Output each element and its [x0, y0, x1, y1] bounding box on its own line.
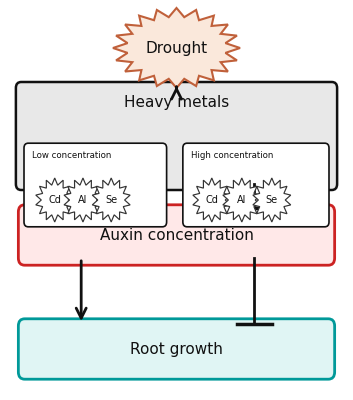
Text: Heavy metals: Heavy metals	[124, 94, 229, 110]
Text: Drought: Drought	[145, 40, 208, 56]
Polygon shape	[113, 8, 240, 88]
Text: Se: Se	[266, 195, 278, 205]
Text: Al: Al	[78, 195, 88, 205]
Text: High concentration: High concentration	[191, 151, 273, 160]
Polygon shape	[92, 178, 130, 222]
FancyBboxPatch shape	[24, 143, 167, 227]
Polygon shape	[253, 178, 291, 222]
Polygon shape	[36, 178, 74, 222]
Text: Se: Se	[105, 195, 117, 205]
FancyBboxPatch shape	[183, 143, 329, 227]
FancyBboxPatch shape	[16, 82, 337, 190]
Polygon shape	[193, 178, 231, 222]
Text: Al: Al	[237, 195, 246, 205]
Text: Auxin concentration: Auxin concentration	[100, 228, 253, 242]
Polygon shape	[64, 178, 102, 222]
Polygon shape	[223, 178, 261, 222]
Text: Cd: Cd	[205, 195, 218, 205]
Text: Root growth: Root growth	[130, 342, 223, 357]
Text: Low concentration: Low concentration	[32, 151, 111, 160]
FancyBboxPatch shape	[18, 205, 335, 265]
Text: Cd: Cd	[48, 195, 61, 205]
FancyBboxPatch shape	[18, 319, 335, 379]
